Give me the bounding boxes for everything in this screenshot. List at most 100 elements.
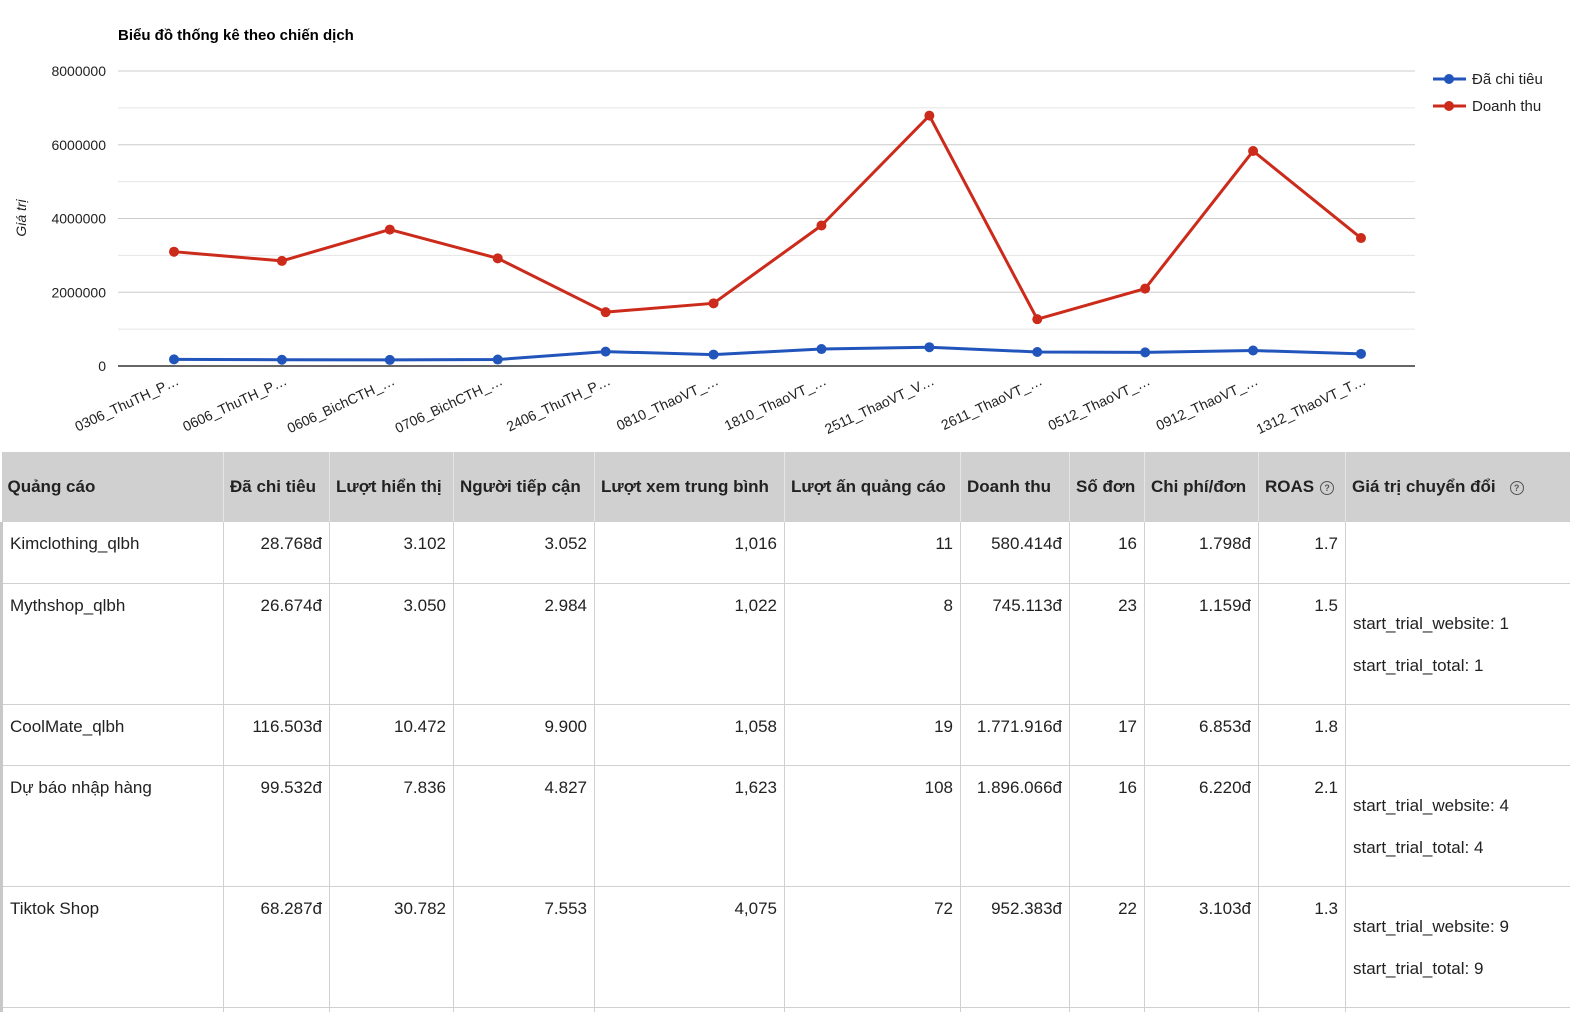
cell-spent: 28.768đ: [223, 522, 330, 584]
cell-ad-name: Tiktok Shop: [0, 886, 224, 1008]
cell-clicks: 19: [784, 704, 961, 766]
table-row[interactable]: Dự báo nhập hàng 99.532đ 7.836 4.827 1,6…: [0, 765, 1570, 887]
col-header-reach[interactable]: Người tiếp cận: [453, 452, 595, 522]
col-header-clicks[interactable]: Lượt ấn quảng cáo: [784, 452, 961, 522]
y-tick-label: 8000000: [51, 63, 106, 79]
table-body: Kimclothing_qlbh 28.768đ 3.102 3.052 1,0…: [0, 522, 1570, 1012]
cell-conversion-value: start_trial_website: 9 start_trial_total…: [1345, 886, 1570, 1008]
conversion-item: start_trial_website: 4: [1353, 795, 1509, 815]
cell-avg-views: 4,075: [594, 886, 785, 1008]
col-header-conversion-value[interactable]: Giá trị chuyển đổi?: [1345, 452, 1570, 522]
cell-empty: [1345, 1007, 1570, 1012]
cell-orders: 16: [1069, 765, 1145, 887]
x-tick-label: 2511_ThaoVT_V…: [822, 372, 936, 437]
data-point: [1248, 345, 1259, 356]
cell-impressions: 10.472: [329, 704, 454, 766]
data-point: [169, 246, 179, 257]
cell-ad-name: Kimclothing_qlbh: [0, 522, 224, 584]
x-tick-label: 0912_ThaoVT_…: [1153, 372, 1260, 433]
campaign-chart: Biểu đồ thống kê theo chiến dịch 0 2000000…: [0, 0, 1570, 452]
col-header-avg-views[interactable]: Lượt xem trung bình: [594, 452, 785, 522]
cell-roas: 1.8: [1258, 704, 1346, 766]
cell-conversion-value: [1345, 704, 1570, 766]
x-tick-label: 1810_ThaoVT_…: [722, 372, 829, 433]
cell-clicks: 72: [784, 886, 961, 1008]
cell-revenue: 952.383đ: [960, 886, 1070, 1008]
data-point: [1140, 283, 1151, 294]
cell-spent: 68.287đ: [223, 886, 330, 1008]
col-header-spent[interactable]: Đã chi tiêu: [223, 452, 330, 522]
col-header-orders[interactable]: Số đơn: [1069, 452, 1145, 522]
cell-clicks: 108: [784, 765, 961, 887]
col-header-impressions[interactable]: Lượt hiển thị: [329, 452, 454, 522]
data-point: [1248, 146, 1259, 157]
cell-cost-per-order: 3.103đ: [1144, 886, 1259, 1008]
series-line-revenue: [173, 114, 1362, 321]
x-tick-label: 0810_ThaoVT_…: [614, 372, 721, 433]
cell-cost-per-order: 1.159đ: [1144, 583, 1259, 705]
data-point: [816, 344, 827, 355]
data-point: [492, 253, 503, 264]
cell-avg-views: 1,623: [594, 765, 785, 887]
cell-clicks: 11: [784, 522, 961, 584]
cell-roas: 1.7: [1258, 522, 1346, 584]
data-point: [708, 298, 719, 309]
data-point: [276, 354, 287, 365]
cell-cost-per-order: 6.220đ: [1144, 765, 1259, 887]
cell-clicks: 8: [784, 583, 961, 705]
cell-roas: 1.5: [1258, 583, 1346, 705]
series-line-spent: [173, 345, 1362, 362]
cell-orders: 23: [1069, 583, 1145, 705]
x-tick-label: 0606_BichCTH_…: [285, 372, 398, 436]
cell-orders: 17: [1069, 704, 1145, 766]
col-header-cost-per-order[interactable]: Chi phí/đơn: [1144, 452, 1259, 522]
conversion-item: start_trial_total: 4: [1353, 837, 1484, 857]
cell-ad-name: Mythshop_qlbh: [0, 583, 224, 705]
chart-canvas: Biểu đồ thống kê theo chiến dịch 0 2000000…: [13, 27, 1543, 437]
cell-roas: 2.1: [1258, 765, 1346, 887]
data-point: [384, 354, 395, 365]
cell-reach: 9.900: [453, 704, 595, 766]
cell-revenue: 1.771.916đ: [960, 704, 1070, 766]
cell-empty: [784, 1007, 961, 1012]
legend-marker: [1444, 74, 1454, 84]
chart-title: Biểu đồ thống kê theo chiến dịch: [118, 27, 354, 44]
cell-avg-views: 1,058: [594, 704, 785, 766]
x-tick-label: 0606_ThuTH_P…: [180, 372, 289, 434]
table-row[interactable]: Kimclothing_qlbh 28.768đ 3.102 3.052 1,0…: [0, 522, 1570, 584]
cell-spent: 26.674đ: [223, 583, 330, 705]
cell-revenue: 580.414đ: [960, 522, 1070, 584]
data-point: [169, 354, 179, 365]
help-circle-icon[interactable]: ?: [1509, 480, 1524, 495]
data-point: [1140, 347, 1151, 358]
cell-cost-per-order: 6.853đ: [1144, 704, 1259, 766]
ads-table-container[interactable]: Quảng cáo Đã chi tiêu Lượt hiển thị Ngườ…: [0, 452, 1570, 1012]
cell-revenue: 745.113đ: [960, 583, 1070, 705]
data-point: [1032, 314, 1043, 325]
col-header-ad[interactable]: Quảng cáo: [1, 452, 224, 522]
x-tick-label: 2406_ThuTH_P…: [504, 372, 613, 434]
legend-marker: [1444, 101, 1454, 111]
col-header-roas[interactable]: ROAS?: [1258, 452, 1346, 522]
data-point: [1032, 346, 1043, 357]
col-header-revenue[interactable]: Doanh thu: [960, 452, 1070, 522]
x-tick-label: 1312_ThaoVT_T…: [1254, 372, 1369, 437]
table-row[interactable]: Tiktok Shop 68.287đ 30.782 7.553 4,075 7…: [0, 886, 1570, 1008]
help-circle-icon[interactable]: ?: [1320, 480, 1335, 495]
x-tick-label: 2611_ThaoVT_…: [939, 372, 1045, 433]
table-row[interactable]: Mythshop_qlbh 26.674đ 3.050 2.984 1,022 …: [0, 583, 1570, 705]
data-point: [600, 307, 611, 318]
y-tick-label: 0: [98, 358, 106, 374]
table-header-row: Quảng cáo Đã chi tiêu Lượt hiển thị Ngườ…: [1, 452, 1570, 522]
cell-empty: [594, 1007, 785, 1012]
cell-impressions: 7.836: [329, 765, 454, 887]
cell-empty: [0, 1007, 224, 1012]
cell-ad-name: Dự báo nhập hàng: [0, 765, 224, 887]
table-row[interactable]: CoolMate_qlbh 116.503đ 10.472 9.900 1,05…: [0, 704, 1570, 766]
cell-cost-per-order: 1.798đ: [1144, 522, 1259, 584]
cell-empty: [453, 1007, 595, 1012]
cell-empty: [960, 1007, 1070, 1012]
data-point: [492, 354, 503, 365]
data-point: [1356, 233, 1366, 244]
y-tick-label: 6000000: [51, 137, 106, 153]
